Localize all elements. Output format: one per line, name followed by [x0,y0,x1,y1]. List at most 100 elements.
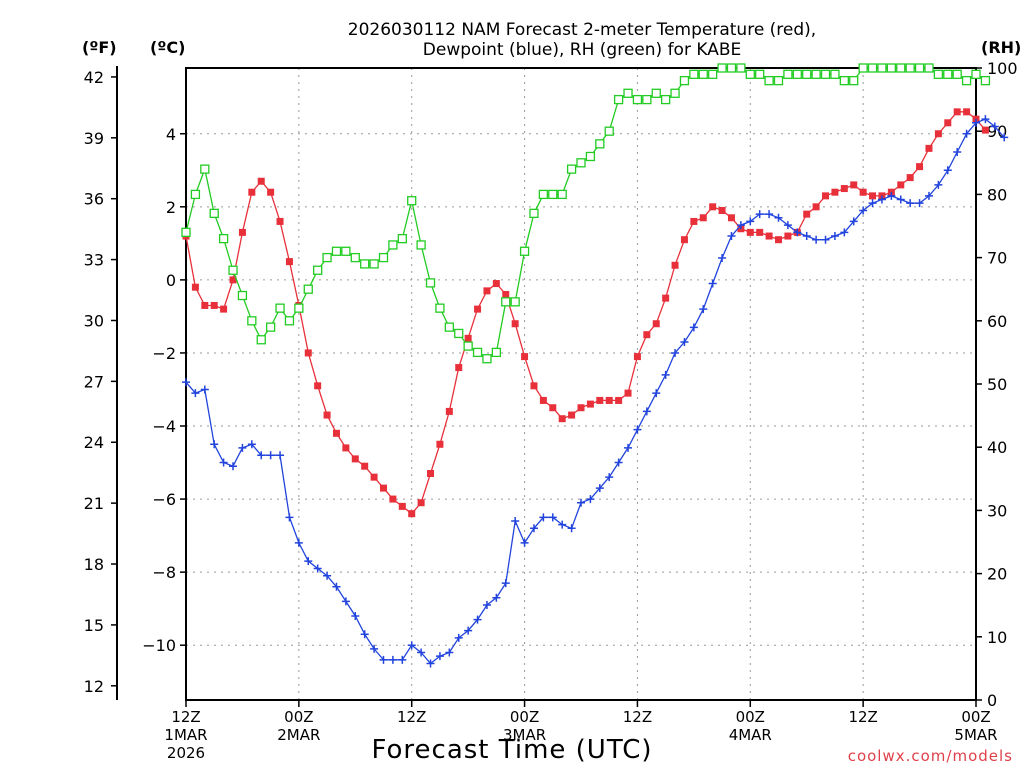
temperature-point [577,404,585,412]
temperature-point [643,331,651,339]
x-tick-label: 12Z [848,708,877,726]
temperature-point [963,108,971,116]
dewpoint-point [727,232,736,241]
dewpoint-point [689,323,698,332]
rh-point [943,69,953,79]
dewpoint-point [934,180,943,189]
rh-point [190,189,201,200]
temperature-point [417,499,425,507]
rh-tick-label: 50 [987,375,1007,394]
rh-point [792,69,802,79]
rh-point [924,63,934,73]
dewpoint-point [398,655,407,664]
fahrenheit-tick-label: 33 [84,251,104,270]
x-tick-label: 2MAR [277,726,320,744]
fahrenheit-tick-label: 18 [84,555,104,574]
chart-title: 2026030112 NAM Forecast 2-meter Temperat… [348,20,816,60]
temperature-point [191,283,199,291]
temperature-point [822,192,830,200]
rh-point [642,94,652,105]
dewpoint-point [783,221,792,230]
rh-tick-label: 70 [987,249,1007,268]
x-tick-label: 12Z [397,708,426,726]
temperature-point [624,389,632,397]
dewpoint-point [257,451,266,460]
dewpoint-point [539,513,548,522]
grid [186,68,976,700]
x-tick-label: 00Z [284,708,313,726]
temperature-point [474,305,482,313]
credit-link[interactable]: coolwx.com/models [848,747,1013,765]
x-tick-label: 00Z [736,708,765,726]
rh-point [679,75,690,86]
axis-units: (ºF) (ºC) (RH) [82,38,1021,57]
dewpoint-point [821,235,830,244]
rh-point [482,354,492,364]
dewpoint-point [529,524,538,533]
temperature-point [925,144,933,152]
rh-point [501,297,511,307]
rh-point [407,196,417,206]
temperature-point [869,192,877,200]
temperature-point [539,396,547,404]
fahrenheit-tick-label: 12 [84,677,104,696]
temperature-point [859,188,867,196]
dewpoint-point [501,579,510,588]
rh-point [557,189,567,200]
dewpoint-point [877,195,886,204]
rh-tick-label: 60 [987,312,1007,331]
dewpoint-point [830,232,839,241]
temperature-point [464,334,472,342]
temperature-point [727,214,735,222]
rh-point [632,94,643,105]
rh-point [463,341,473,351]
rh-point [726,63,737,73]
dewpoint-point [407,641,416,650]
rh-point [755,69,765,79]
dewpoint-point [200,385,209,394]
dewpoint-point [276,451,285,460]
rh-point [247,316,257,326]
temperature-point [511,320,519,328]
temperature-point [370,473,378,481]
dewpoint-point [520,538,529,547]
series-rh [181,63,991,364]
rh-point [896,63,906,73]
temperature-point [304,349,312,357]
temperature-point [398,502,406,510]
dewpoint-point [379,655,388,664]
temperature-point [671,261,679,269]
rh-tick-label: 40 [987,438,1007,457]
fahrenheit-tick-label: 30 [84,311,104,330]
temperature-point [775,236,782,244]
dewpoint-point [558,520,567,529]
temperature-point [765,232,773,240]
rh-point [341,246,351,256]
temperature-point [210,301,218,309]
rh-point [566,164,577,174]
temperature-point [408,510,416,518]
rh-point [378,252,389,263]
dewpoint-point [266,451,275,460]
dewpoint-point [614,458,623,467]
rh-point [576,158,586,168]
temperature-point [718,206,726,214]
dewpoint-point [868,199,877,208]
rh-point [717,63,727,73]
dewpoint-point [652,389,661,398]
dewpoint-point [417,648,426,657]
title-line: Dewpoint (blue), RH (green) for KABE [423,40,741,60]
rh-point [435,303,445,313]
x-tick-label: 3MAR [503,726,546,744]
tick-labels: 4239363330272421181512420−2−4−6−8−101009… [84,59,1018,762]
rh-point [820,69,831,79]
dewpoint-point [482,601,491,610]
temperature-point [248,188,256,196]
rh-point [698,69,708,79]
dewpoint-point [699,305,708,314]
dewpoint-point [473,615,482,624]
temperature-point [605,396,613,404]
rh-point [472,347,483,358]
dewpoint-point [755,210,764,219]
dewpoint-point [849,217,858,226]
